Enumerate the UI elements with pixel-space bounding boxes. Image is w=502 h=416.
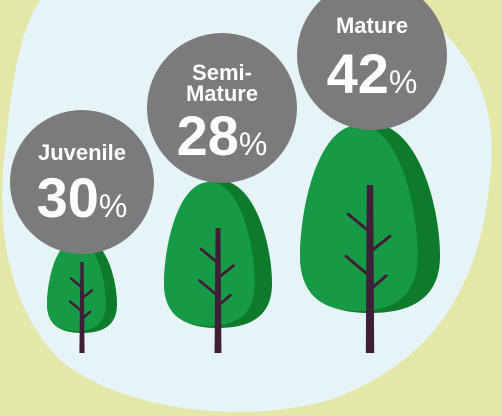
tree-trunk: [215, 228, 222, 353]
badge-label: Juvenile: [38, 140, 126, 165]
badge: Semi- Mature 28%: [147, 33, 297, 183]
unit: %: [389, 64, 417, 100]
value: 30: [37, 166, 99, 229]
unit: %: [99, 188, 127, 224]
page: Juvenile 30% Semi- Mature 28% Mature 42%…: [0, 0, 502, 416]
unit: %: [239, 126, 267, 162]
value: 28: [177, 104, 239, 167]
badge-label: Mature: [336, 13, 408, 38]
tree-trunk: [366, 185, 374, 353]
infographic: Juvenile 30% Semi- Mature 28% Mature 42%: [0, 0, 502, 416]
badge: Juvenile 30%: [10, 110, 154, 254]
value: 42: [327, 42, 389, 105]
badge-label: Mature: [186, 81, 258, 106]
